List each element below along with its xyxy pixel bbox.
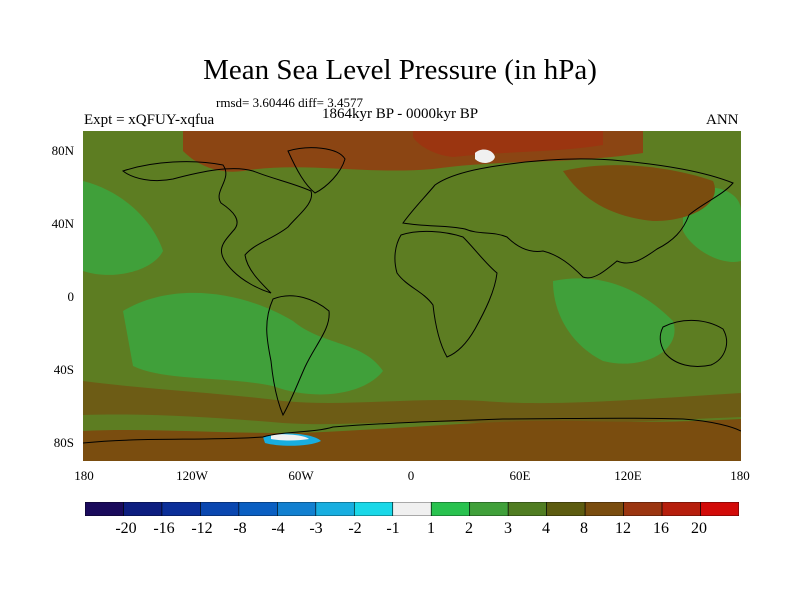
- eurasia-coast: [402, 158, 734, 279]
- colorbar: [85, 502, 739, 516]
- colorbar-label: -4: [271, 520, 285, 537]
- north-america-coast: [121, 161, 313, 294]
- lon-tick-0: 0: [407, 468, 415, 483]
- plot-title: Mean Sea Level Pressure (in hPa): [203, 54, 597, 86]
- colorbar-box: [353, 502, 394, 516]
- africa-coast: [394, 230, 498, 358]
- southern-ocean-band: [83, 381, 741, 425]
- colorbar-box: [200, 502, 240, 516]
- lat-tick-40n: 40N: [51, 216, 74, 231]
- colorbar-label: 3: [504, 520, 512, 537]
- experiment-label: Expt = xQFUY-xqfua: [84, 112, 215, 128]
- colorbar-box: [392, 502, 432, 516]
- australia-coast: [659, 319, 727, 367]
- lat-tick-0: 0: [67, 289, 75, 304]
- indian-low: [553, 278, 675, 364]
- colorbar-label: -2: [348, 520, 362, 537]
- colorbar-box: [430, 502, 471, 516]
- lat-tick-40s: 40S: [53, 362, 74, 377]
- colorbar-label: 12: [615, 520, 631, 537]
- season-label: ANN: [706, 112, 739, 128]
- barents-high: [413, 131, 603, 157]
- lon-tick-180e: 180: [730, 468, 750, 483]
- lon-tick-60w: 60W: [288, 468, 314, 483]
- south-america-coast: [266, 295, 330, 417]
- colorbar-box: [584, 502, 624, 516]
- svalbard-minimum: [475, 149, 495, 163]
- lat-tick-80n: 80N: [51, 143, 74, 158]
- colorbar-box: [469, 502, 509, 516]
- colorbar-label: -1: [386, 520, 400, 537]
- antarctica-coast: [83, 417, 741, 444]
- colorbar-label: 20: [691, 520, 707, 537]
- lat-tick-80s: 80S: [53, 435, 74, 450]
- pacific-low: [83, 181, 163, 275]
- colorbar-box: [123, 502, 163, 516]
- colorbar-box: [161, 502, 201, 516]
- colorbar-box: [546, 502, 586, 516]
- colorbar-box: [623, 502, 663, 516]
- colorbar-label: 16: [653, 520, 669, 537]
- atlantic-low: [123, 292, 383, 395]
- colorbar-box: [661, 502, 701, 516]
- lon-tick-180w: 180: [74, 468, 94, 483]
- colorbar-box: [277, 502, 317, 516]
- antarctic-coast-high: [83, 419, 741, 461]
- colorbar-label: -8: [233, 520, 247, 537]
- colorbar-label: 2: [465, 520, 473, 537]
- greenland-coast: [287, 147, 346, 194]
- colorbar-box: [315, 502, 355, 516]
- time-period: 1864kyr BP - 0000kyr BP: [322, 106, 479, 122]
- coastlines: [83, 147, 741, 444]
- lon-tick-60e: 60E: [509, 468, 531, 483]
- colorbar-box: [507, 502, 547, 516]
- colorbar-box: [700, 502, 739, 516]
- colorbar-box: [85, 502, 124, 516]
- colorbar-label: -12: [191, 520, 213, 537]
- colorbar-label: -16: [153, 520, 175, 537]
- pressure-map: [83, 131, 741, 461]
- colorbar-box: [238, 502, 278, 516]
- colorbar-label: -3: [309, 520, 323, 537]
- rmsd-diff-stats: rmsd= 3.60446 diff= 3.4577: [216, 95, 363, 110]
- colorbar-label: 1: [427, 520, 435, 537]
- colorbar-label: 4: [542, 520, 550, 537]
- lon-tick-120w: 120W: [176, 468, 208, 483]
- weddell-minimum-core: [271, 434, 309, 441]
- colorbar-label: -20: [115, 520, 137, 537]
- east-asia-high: [563, 165, 715, 221]
- lon-tick-120e: 120E: [614, 468, 642, 483]
- colorbar-label: 8: [580, 520, 588, 537]
